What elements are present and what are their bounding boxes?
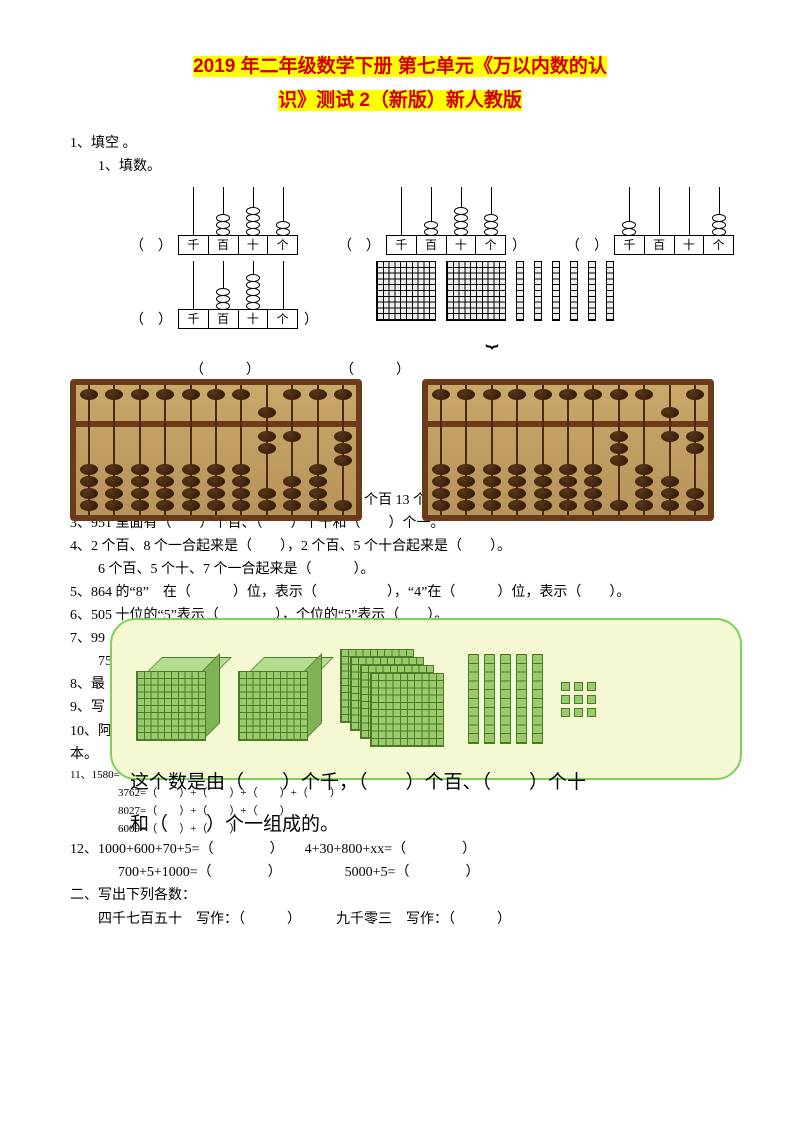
q12b: 700+5+1000=（ ） 5000+5=（ ）: [118, 861, 730, 884]
paren: [130, 309, 172, 329]
hundred-flats: [340, 649, 450, 749]
q2: 2、450 里面有（ ）个百和（ ）个十，7 个百 13 个一合起来是（ ）。: [70, 489, 730, 512]
pv-row-1: 千百十个 千百十个 ）: [130, 187, 730, 255]
section-1-label: 1、填空 。: [70, 132, 730, 155]
big-text-1: 这个数是由（ ）个千，（ ）个百、（ ）个十: [130, 764, 586, 802]
ten-rods: [468, 654, 543, 744]
big-text-2: 和（ ）个一组成的。: [130, 806, 586, 844]
base10-blocks: [110, 618, 742, 780]
blocks-diagram: ⏟: [368, 261, 614, 349]
section-2-line: 四千七百五十 写作：（ ） 九千零三 写作：（ ）: [98, 908, 730, 931]
unit-cubes: [561, 682, 596, 717]
page-title: 2019 年二年级数学下册 第七单元《万以内数的认 识》测试 2（新版）新人教版: [70, 50, 730, 118]
q3: 3、951 里面有（ ）个百、（ ）个十和（ ）个一。: [70, 512, 730, 535]
paren: [338, 235, 380, 255]
answer-blank: [340, 359, 410, 379]
thousand-cube: [238, 657, 322, 741]
q5: 5、864 的“8” 在（ ）位，表示（ ），“4”在（ ）位，表示（ ）。: [70, 581, 730, 604]
pv-counter-1: 千百十个: [178, 187, 298, 255]
paren: [130, 235, 172, 255]
answer-blank: [190, 359, 260, 379]
thousand-cube: [136, 657, 220, 741]
q4b: 6 个百、5 个十、7 个一合起来是（ ）。: [98, 558, 730, 581]
pv-counter-2: 千百十个: [386, 187, 506, 255]
q4a: 4、2 个百、8 个一合起来是（ ），2 个百、5 个十合起来是（ ）。: [70, 535, 730, 558]
q1-label: 1、填数。: [98, 155, 730, 178]
pv-counter-3: 千百十个: [614, 187, 734, 255]
brace-icon: ⏟: [368, 317, 614, 349]
paren: [566, 235, 608, 255]
section-2-heading: 二、写出下列各数：: [70, 884, 730, 907]
title-line-2: 识》测试 2（新版）新人教版: [278, 90, 522, 111]
pv-counter-4: 千百十个: [178, 261, 298, 329]
title-line-1: 2019 年二年级数学下册 第七单元《万以内数的认: [193, 56, 607, 77]
